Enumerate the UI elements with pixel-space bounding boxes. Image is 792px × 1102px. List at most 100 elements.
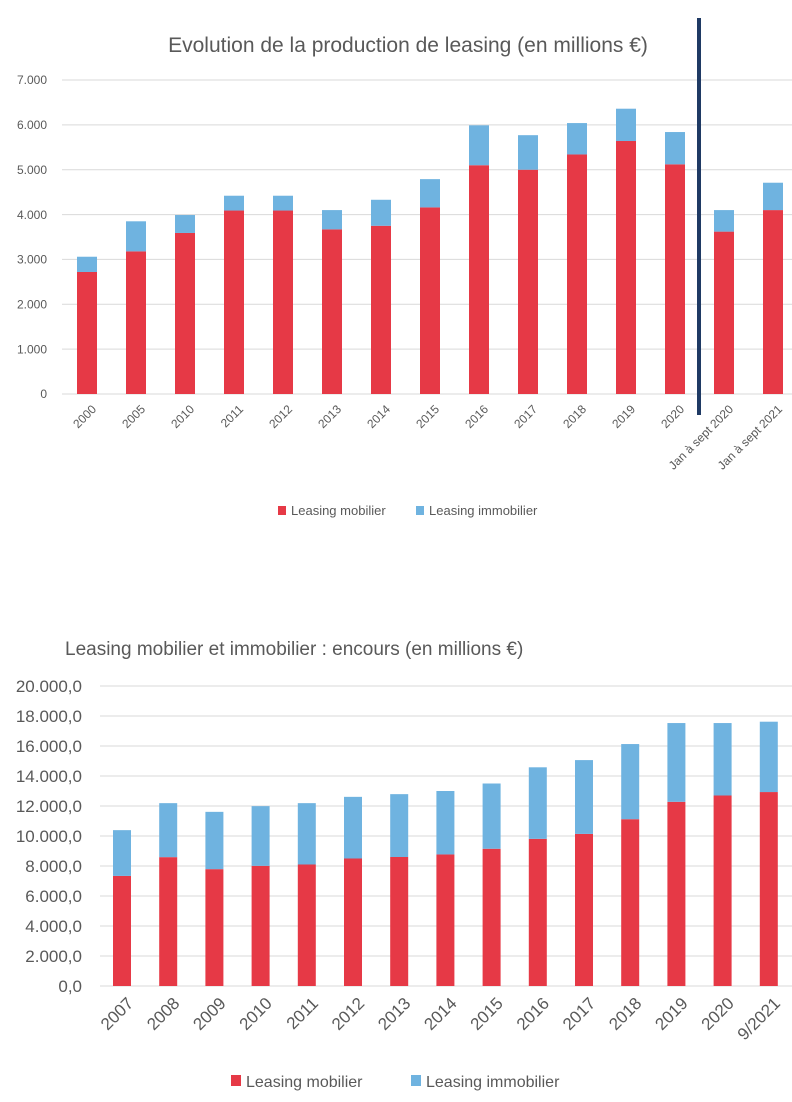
- bar-mobilier-2000: [77, 271, 97, 394]
- y-tick-label: 16.000,0: [16, 737, 82, 756]
- x-tick-label: 9/2021: [734, 994, 784, 1044]
- x-tick-label: 2019: [609, 402, 638, 431]
- y-tick-label: 6.000,0: [25, 887, 82, 906]
- bar-immobilier-2018: [621, 744, 640, 820]
- bar-mobilier-2016: [469, 165, 489, 394]
- x-tick-label: 2012: [328, 994, 368, 1034]
- production-bars: [77, 108, 783, 394]
- bar-immobilier-2020: [665, 132, 685, 165]
- bar-mobilier-2013: [390, 857, 409, 986]
- y-tick-label: 1.000: [17, 342, 47, 356]
- x-tick-label: 2016: [462, 402, 491, 431]
- y-tick-label: 20.000,0: [16, 677, 82, 696]
- bar-immobilier-2000: [77, 256, 97, 272]
- legend-label-immobilier: Leasing immobilier: [429, 503, 538, 518]
- legend-label-immobilier: Leasing immobilier: [426, 1074, 560, 1091]
- bar-mobilier-2012: [344, 858, 362, 986]
- bar-immobilier-2017: [518, 135, 538, 170]
- bar-mobilier-2020: [713, 795, 732, 986]
- y-tick-label: 5.000: [17, 163, 47, 177]
- bar-immobilier-2012: [344, 796, 362, 859]
- bar-mobilier-2007: [113, 875, 131, 986]
- x-tick-label: 2016: [513, 994, 553, 1034]
- legend-swatch-immobilier: [416, 506, 424, 515]
- bar-mobilier-2018: [567, 154, 587, 394]
- y-tick-label: 6.000: [17, 118, 47, 132]
- encours-bars: [113, 721, 778, 986]
- y-tick-label: 10.000,0: [16, 827, 82, 846]
- bar-immobilier-2011: [297, 803, 316, 865]
- x-tick-label: 2010: [168, 402, 197, 431]
- y-tick-label: 2.000: [17, 297, 47, 311]
- y-tick-label: 4.000: [17, 208, 47, 222]
- production-chart-title: Evolution de la production de leasing (e…: [168, 34, 648, 57]
- production-x-axis: 2000 2005 2010 2011 2012 2013 2014 2015 2016 2017…: [70, 402, 785, 473]
- bar-mobilier-2020: [665, 164, 685, 394]
- bar-immobilier-2010: [251, 806, 270, 866]
- bar-immobilier-2015: [482, 783, 501, 849]
- bar-mobilier-2014: [371, 225, 391, 394]
- bar-immobilier-Jan-sept-2020: [714, 210, 734, 232]
- bar-immobilier-2012: [273, 195, 293, 211]
- x-tick-label: 2018: [605, 994, 645, 1034]
- bar-mobilier-2017: [575, 833, 593, 986]
- bar-immobilier-2015: [420, 179, 440, 208]
- bar-immobilier-2016: [469, 125, 489, 166]
- bar-immobilier-2017: [575, 760, 593, 834]
- period-divider-line: [697, 18, 701, 415]
- production-legend: Leasing mobilier Leasing immobilier: [278, 503, 538, 518]
- x-tick-label: 2011: [283, 994, 322, 1033]
- encours-x-axis: 2007 2008 2009 2010 2011 2012 2013 2014 2015 2016…: [97, 994, 784, 1044]
- bar-immobilier-Jan-sept-2021: [763, 182, 783, 211]
- bar-mobilier-2012: [273, 210, 293, 394]
- x-tick-label: 2013: [374, 994, 414, 1034]
- bar-mobilier-Jan-sept-2021: [763, 210, 783, 394]
- y-tick-label: 4.000,0: [25, 917, 82, 936]
- bar-immobilier-2019: [616, 108, 636, 142]
- bar-mobilier-2015: [420, 207, 440, 394]
- bar-immobilier-2007: [113, 830, 131, 876]
- bar-mobilier-2010: [175, 232, 195, 394]
- bar-immobilier-2005: [126, 221, 146, 252]
- encours-chart: Leasing mobilier et immobilier : encours…: [16, 639, 792, 1091]
- bar-mobilier-2015: [482, 848, 501, 986]
- bar-mobilier-2010: [251, 865, 270, 986]
- x-tick-label: 2017: [559, 994, 599, 1034]
- y-tick-label: 8.000,0: [25, 857, 82, 876]
- x-tick-label: 2007: [97, 994, 137, 1034]
- x-tick-label: 2012: [266, 402, 295, 431]
- bar-immobilier-2011: [224, 195, 244, 211]
- bar-immobilier-2018: [567, 123, 587, 155]
- legend-label-mobilier: Leasing mobilier: [291, 503, 386, 518]
- bar-immobilier-2009: [205, 811, 224, 870]
- x-tick-label: 2010: [236, 994, 276, 1034]
- bar-mobilier-2013: [322, 229, 342, 394]
- bar-mobilier-2011: [224, 210, 244, 394]
- bar-mobilier-2019: [616, 141, 636, 394]
- y-tick-label: 3.000: [17, 253, 47, 267]
- legend-swatch-mobilier: [231, 1075, 241, 1086]
- y-tick-label: 18.000,0: [16, 707, 82, 726]
- bar-mobilier-Jan-sept-2020: [714, 231, 734, 394]
- bar-immobilier-2014: [436, 791, 455, 855]
- encours-y-axis: 0,0 2.000,0 4.000,0 6.000,0 8.000,0 10.000,0 1…: [16, 677, 82, 996]
- y-tick-label: 7.000: [17, 73, 47, 87]
- y-tick-label: 0: [40, 387, 47, 401]
- x-tick-label: 2018: [560, 402, 589, 431]
- bar-immobilier-2020: [713, 723, 732, 796]
- bar-mobilier-2009: [205, 869, 224, 986]
- y-tick-label: 12.000,0: [16, 797, 82, 816]
- legend-label-mobilier: Leasing mobilier: [246, 1074, 363, 1091]
- y-tick-label: 14.000,0: [16, 767, 82, 786]
- legend-swatch-immobilier: [411, 1075, 421, 1086]
- bar-immobilier-2019: [667, 723, 686, 802]
- legend-swatch-mobilier: [278, 506, 286, 515]
- bar-immobilier-2013: [390, 794, 409, 857]
- production-chart: Evolution de la production de leasing (e…: [17, 18, 792, 518]
- x-tick-label: 2020: [698, 994, 738, 1034]
- bar-mobilier-2014: [436, 854, 455, 986]
- bar-mobilier-2011: [297, 864, 316, 986]
- bar-mobilier-2018: [621, 819, 640, 986]
- x-tick-label: 2011: [218, 402, 246, 430]
